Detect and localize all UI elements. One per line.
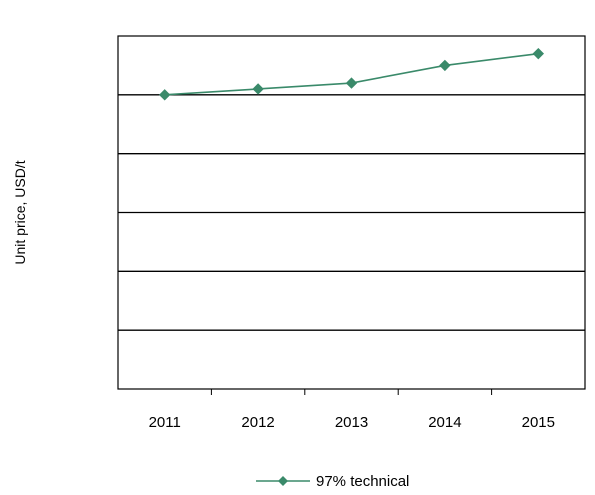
data-point-2013 xyxy=(345,77,358,89)
data-point-2012 xyxy=(252,83,264,95)
x-tick-label-2014: 2014 xyxy=(428,414,461,431)
data-point-2015 xyxy=(532,47,545,60)
data-point-2011 xyxy=(158,89,171,101)
plot-area-frame xyxy=(117,35,586,390)
x-axis-labels: 2011 2012 2013 2014 2015 xyxy=(149,414,555,431)
x-tick-label-2015: 2015 xyxy=(522,414,555,431)
y-axis-title: Unit price, USD/t xyxy=(12,160,28,264)
data-point-2014 xyxy=(439,59,451,72)
x-tick-label-2011: 2011 xyxy=(149,414,181,431)
legend: 97% technical xyxy=(256,473,409,490)
legend-entry-label: 97% technical xyxy=(316,473,409,490)
gridlines xyxy=(118,94,585,331)
legend-marker-swatch xyxy=(278,476,288,486)
series-layer xyxy=(158,47,545,101)
x-tick-label-2012: 2012 xyxy=(241,414,274,431)
x-tick-label-2013: 2013 xyxy=(335,414,368,431)
x-axis-ticks xyxy=(210,389,493,395)
